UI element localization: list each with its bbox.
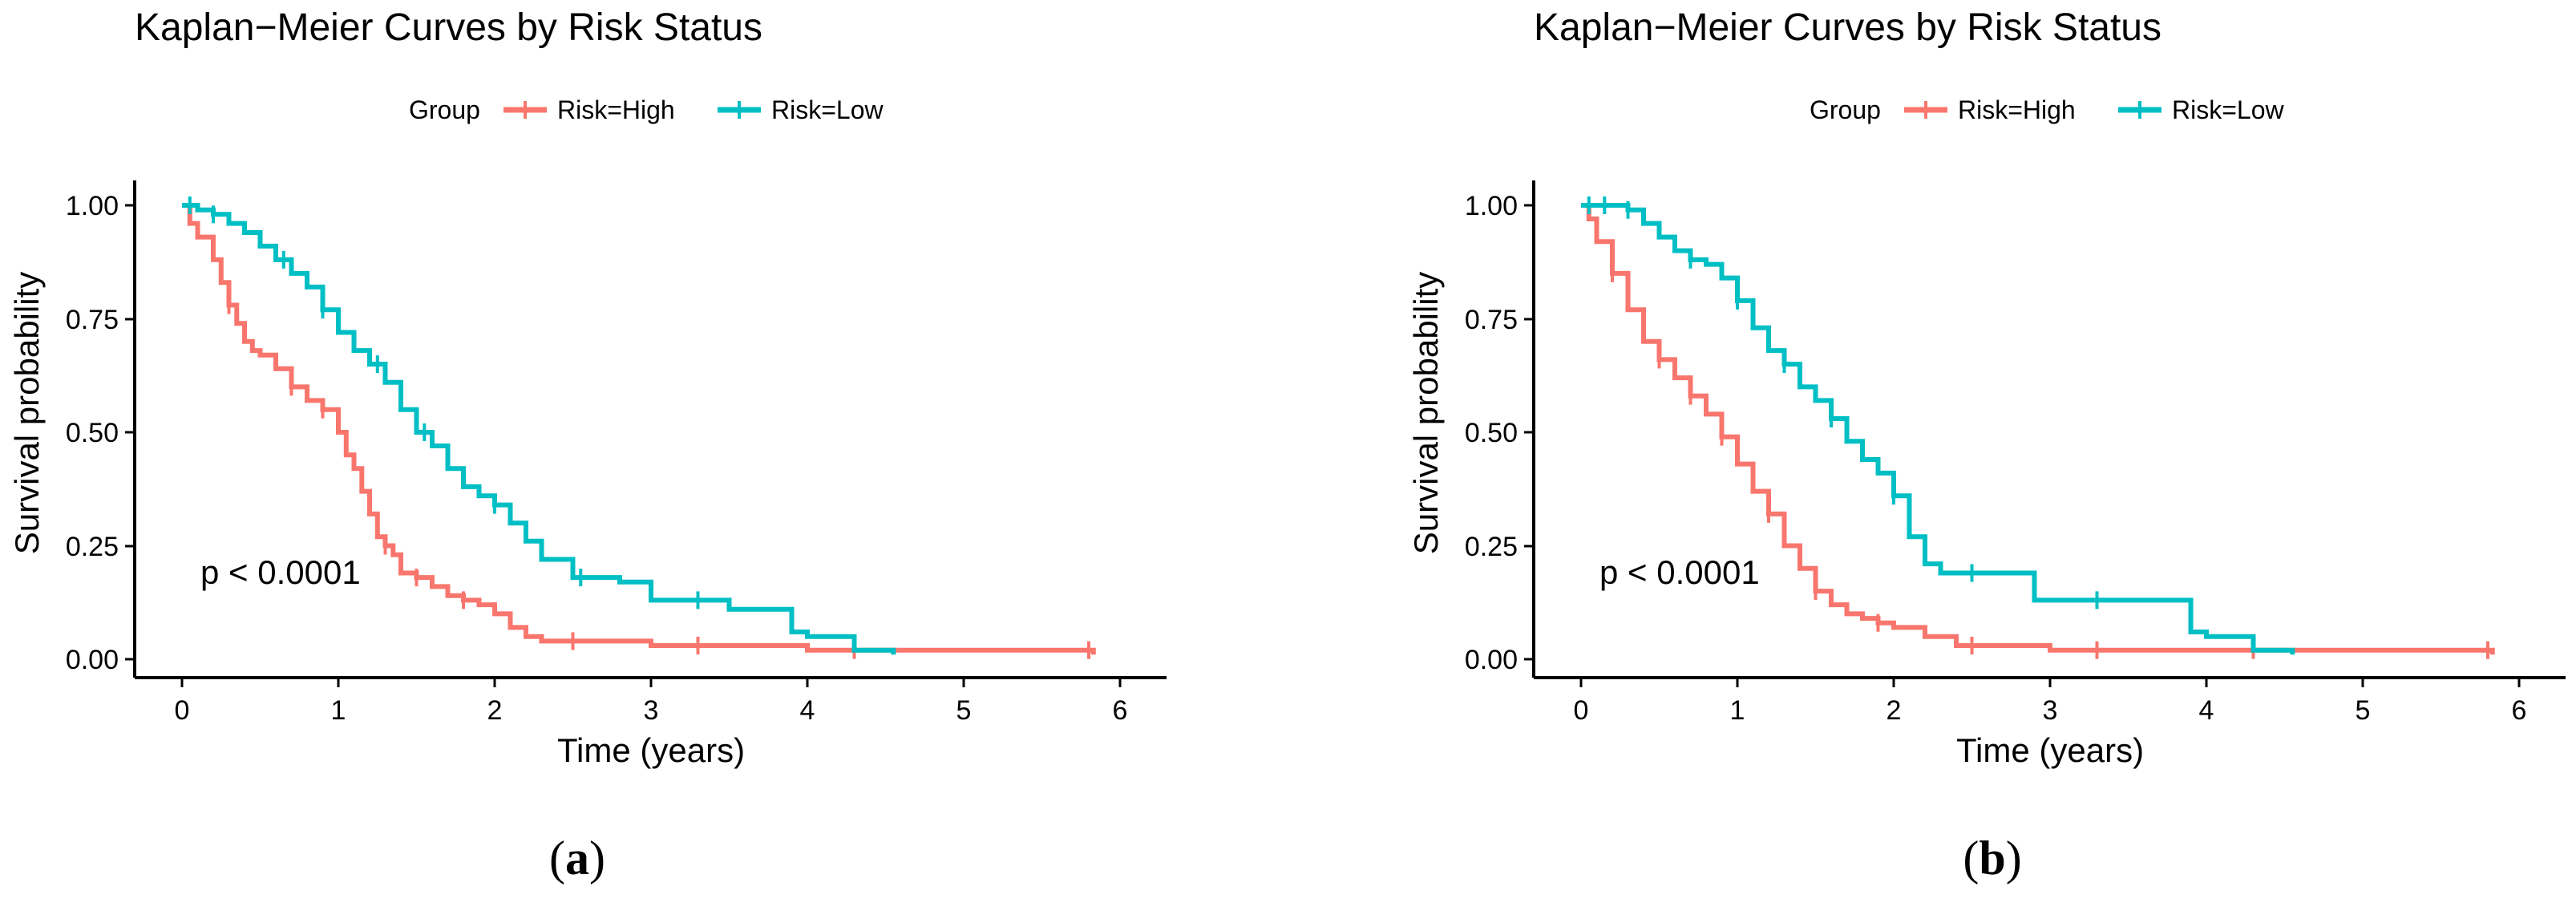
x-tick-label-b-6: 6 xyxy=(2512,695,2527,726)
legend-label-low-b: Risk=Low xyxy=(2172,95,2285,124)
y-axis-title-a: Survival probability xyxy=(8,272,46,555)
x-tick-label-a-6: 6 xyxy=(1113,695,1128,726)
x-tick-label-a-2: 2 xyxy=(487,695,503,726)
y-tick-label-a-4: 1.00 xyxy=(66,191,119,221)
x-tick-label-b-0: 0 xyxy=(1574,695,1589,726)
survival-curve-high-b xyxy=(1581,203,2495,655)
y-tick-label-a-2: 0.50 xyxy=(66,418,119,448)
x-tick-label-a-0: 0 xyxy=(175,695,190,726)
plot-area-a xyxy=(182,196,1096,659)
y-ticks-a: 0.00 0.25 0.50 0.75 1.00 xyxy=(66,191,135,675)
legend-title-a: Group xyxy=(409,95,480,124)
p-value-annotation-a: p < 0.0001 xyxy=(200,553,361,591)
x-ticks-b: 0 1 2 3 4 5 6 xyxy=(1574,678,2527,726)
x-tick-label-b-5: 5 xyxy=(2356,695,2371,726)
panel-letter-b: b xyxy=(1979,832,2005,885)
survival-curve-low-a xyxy=(182,203,896,655)
x-tick-label-a-5: 5 xyxy=(956,695,972,726)
y-ticks-b: 0.00 0.25 0.50 0.75 1.00 xyxy=(1465,191,1534,675)
survival-curve-high-a xyxy=(182,203,1096,655)
legend-label-low-a: Risk=Low xyxy=(771,95,884,124)
x-tick-label-a-1: 1 xyxy=(331,695,346,726)
chart-title-a: Kaplan−Meier Curves by Risk Status xyxy=(135,6,762,49)
x-tick-label-b-1: 1 xyxy=(1730,695,1745,726)
x-tick-label-b-4: 4 xyxy=(2199,695,2214,726)
x-tick-label-b-2: 2 xyxy=(1887,695,1902,726)
legend-title-b: Group xyxy=(1810,95,1881,124)
legend-b: Group Risk=High Risk=Low xyxy=(1810,95,2285,124)
panel-b: Kaplan−Meier Curves by Risk Status Group… xyxy=(1407,6,2566,885)
y-tick-label-b-4: 1.00 xyxy=(1465,191,1518,221)
y-tick-label-a-1: 0.25 xyxy=(66,532,119,562)
y-axis-title-b: Survival probability xyxy=(1407,272,1445,555)
x-tick-label-b-3: 3 xyxy=(2043,695,2058,726)
panel-letter-a: a xyxy=(565,832,589,885)
y-tick-label-a-3: 0.75 xyxy=(66,305,119,335)
legend-label-high-a: Risk=High xyxy=(557,95,675,124)
x-tick-label-a-3: 3 xyxy=(644,695,659,726)
panel-a: Kaplan−Meier Curves by Risk Status Group… xyxy=(8,6,1167,885)
legend-a: Group Risk=High Risk=Low xyxy=(409,95,884,124)
panel-label-b: (b) xyxy=(1963,832,2021,885)
x-axis-title-a: Time (years) xyxy=(557,731,745,769)
panel-label-a: (a) xyxy=(549,832,605,885)
p-value-annotation-b: p < 0.0001 xyxy=(1599,553,1760,591)
y-tick-label-b-1: 0.25 xyxy=(1465,532,1518,562)
x-axis-title-b: Time (years) xyxy=(1956,731,2144,769)
y-tick-label-b-2: 0.50 xyxy=(1465,418,1518,448)
y-tick-label-a-0: 0.00 xyxy=(66,645,119,675)
legend-label-high-b: Risk=High xyxy=(1958,95,2076,124)
x-ticks-a: 0 1 2 3 4 5 6 xyxy=(175,678,1128,726)
x-tick-label-a-4: 4 xyxy=(800,695,815,726)
y-tick-label-b-3: 0.75 xyxy=(1465,305,1518,335)
plot-area-b xyxy=(1581,196,2495,659)
chart-title-b: Kaplan−Meier Curves by Risk Status xyxy=(1534,6,2161,49)
y-tick-label-b-0: 0.00 xyxy=(1465,645,1518,675)
